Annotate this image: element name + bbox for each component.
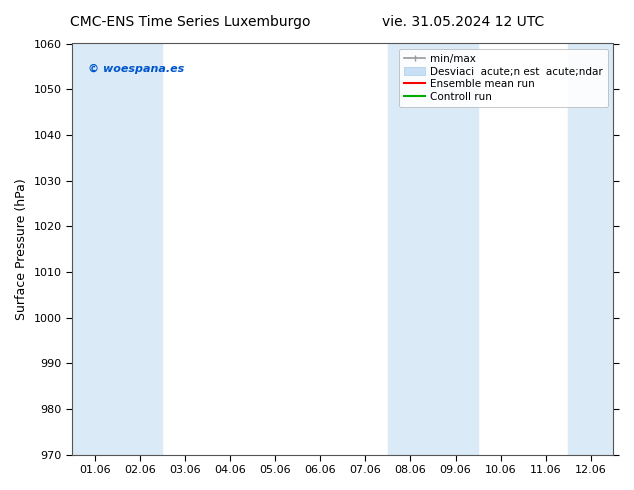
- Text: © woespana.es: © woespana.es: [88, 64, 184, 74]
- Y-axis label: Surface Pressure (hPa): Surface Pressure (hPa): [15, 178, 28, 320]
- Text: CMC-ENS Time Series Luxemburgo: CMC-ENS Time Series Luxemburgo: [70, 15, 311, 29]
- Bar: [388, 44, 478, 455]
- Text: vie. 31.05.2024 12 UTC: vie. 31.05.2024 12 UTC: [382, 15, 544, 29]
- Bar: [568, 44, 614, 455]
- Legend: min/max, Desviaci  acute;n est  acute;ndar, Ensemble mean run, Controll run: min/max, Desviaci acute;n est acute;ndar…: [399, 49, 608, 107]
- Bar: [72, 44, 162, 455]
